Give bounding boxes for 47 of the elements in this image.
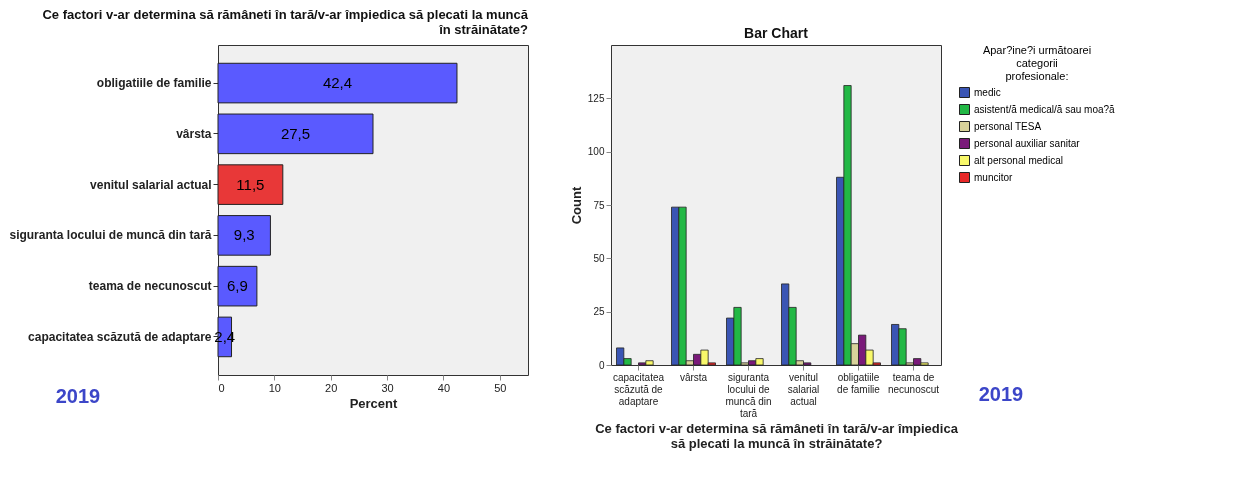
y-tick-label: 100 <box>587 146 605 158</box>
data-label: 42,4 <box>322 74 353 92</box>
x-tick-label: 10 <box>268 381 281 394</box>
bar <box>217 113 374 155</box>
y-tick-label: 25 <box>593 306 605 318</box>
legend-label: personal auxiliar sanitar <box>974 137 1081 149</box>
x-tick-label: obligatiile de familie <box>837 371 881 395</box>
x-tick-label: venitul salarial actual <box>787 371 820 407</box>
data-label: 9,3 <box>233 226 255 244</box>
x-tick-label: 30 <box>381 381 394 394</box>
x-tick-label: 40 <box>437 381 451 394</box>
legend-title: Apar?ine?i următoarei categorii profesionale: <box>982 44 1092 82</box>
x-tick-label: 0 <box>218 381 225 394</box>
text: 2019 <box>55 385 101 407</box>
y-tick-label: capacitatea scăzută de adaptare <box>28 329 212 344</box>
y-tick-label: siguranta locului de muncă din tară <box>9 228 212 243</box>
y-tick-label: teama de necunoscut <box>88 279 212 294</box>
x-tick-label: teama de necunoscut <box>887 371 940 395</box>
x-tick-label: vârsta <box>679 371 708 383</box>
legend-label: alt personal medical <box>974 154 1063 166</box>
y-tick-label: 50 <box>593 252 605 264</box>
x-tick-label: 20 <box>325 381 338 394</box>
y-tick-label: 0 <box>598 359 605 371</box>
legend-label: medic <box>974 86 1001 98</box>
data-label: 11,5 <box>236 175 265 193</box>
y-tick-label: obligatiile de familie <box>96 76 212 91</box>
y-tick-label: venitul salarial actual <box>90 177 212 192</box>
x-tick-label: siguranta locului de muncă din tară <box>725 371 772 419</box>
y-tick-label: 75 <box>593 199 605 211</box>
legend-label: asistent/ă medical/ă sau moa?ă <box>974 103 1116 115</box>
data-label: 6,9 <box>227 277 248 295</box>
legend-label: personal TESA <box>974 120 1042 132</box>
legend-label: muncitor <box>974 171 1014 183</box>
bar <box>217 215 271 256</box>
x-axis-title: Percent <box>349 395 399 411</box>
x-tick-label: 50 <box>494 381 507 394</box>
text: 2019 <box>978 383 1024 405</box>
y-tick-label: vârsta <box>176 126 212 141</box>
bar <box>217 164 284 205</box>
y-tick-label: 125 <box>587 92 605 104</box>
data-label: 27,5 <box>280 124 311 142</box>
chart-title: Bar Chart <box>744 25 809 41</box>
bar <box>217 265 258 307</box>
x-axis-title: Ce factori v-ar determina să rămâneti în tară/v-ar împiedica să plecati la muncă în străinătate? <box>595 420 959 451</box>
bar <box>217 62 458 104</box>
y-axis-title: Count <box>568 186 584 225</box>
chart-title: Ce factori v-ar determina să rămâneti în tară/v-ar împiedica să plecati la muncă în străinătate? <box>42 7 529 37</box>
